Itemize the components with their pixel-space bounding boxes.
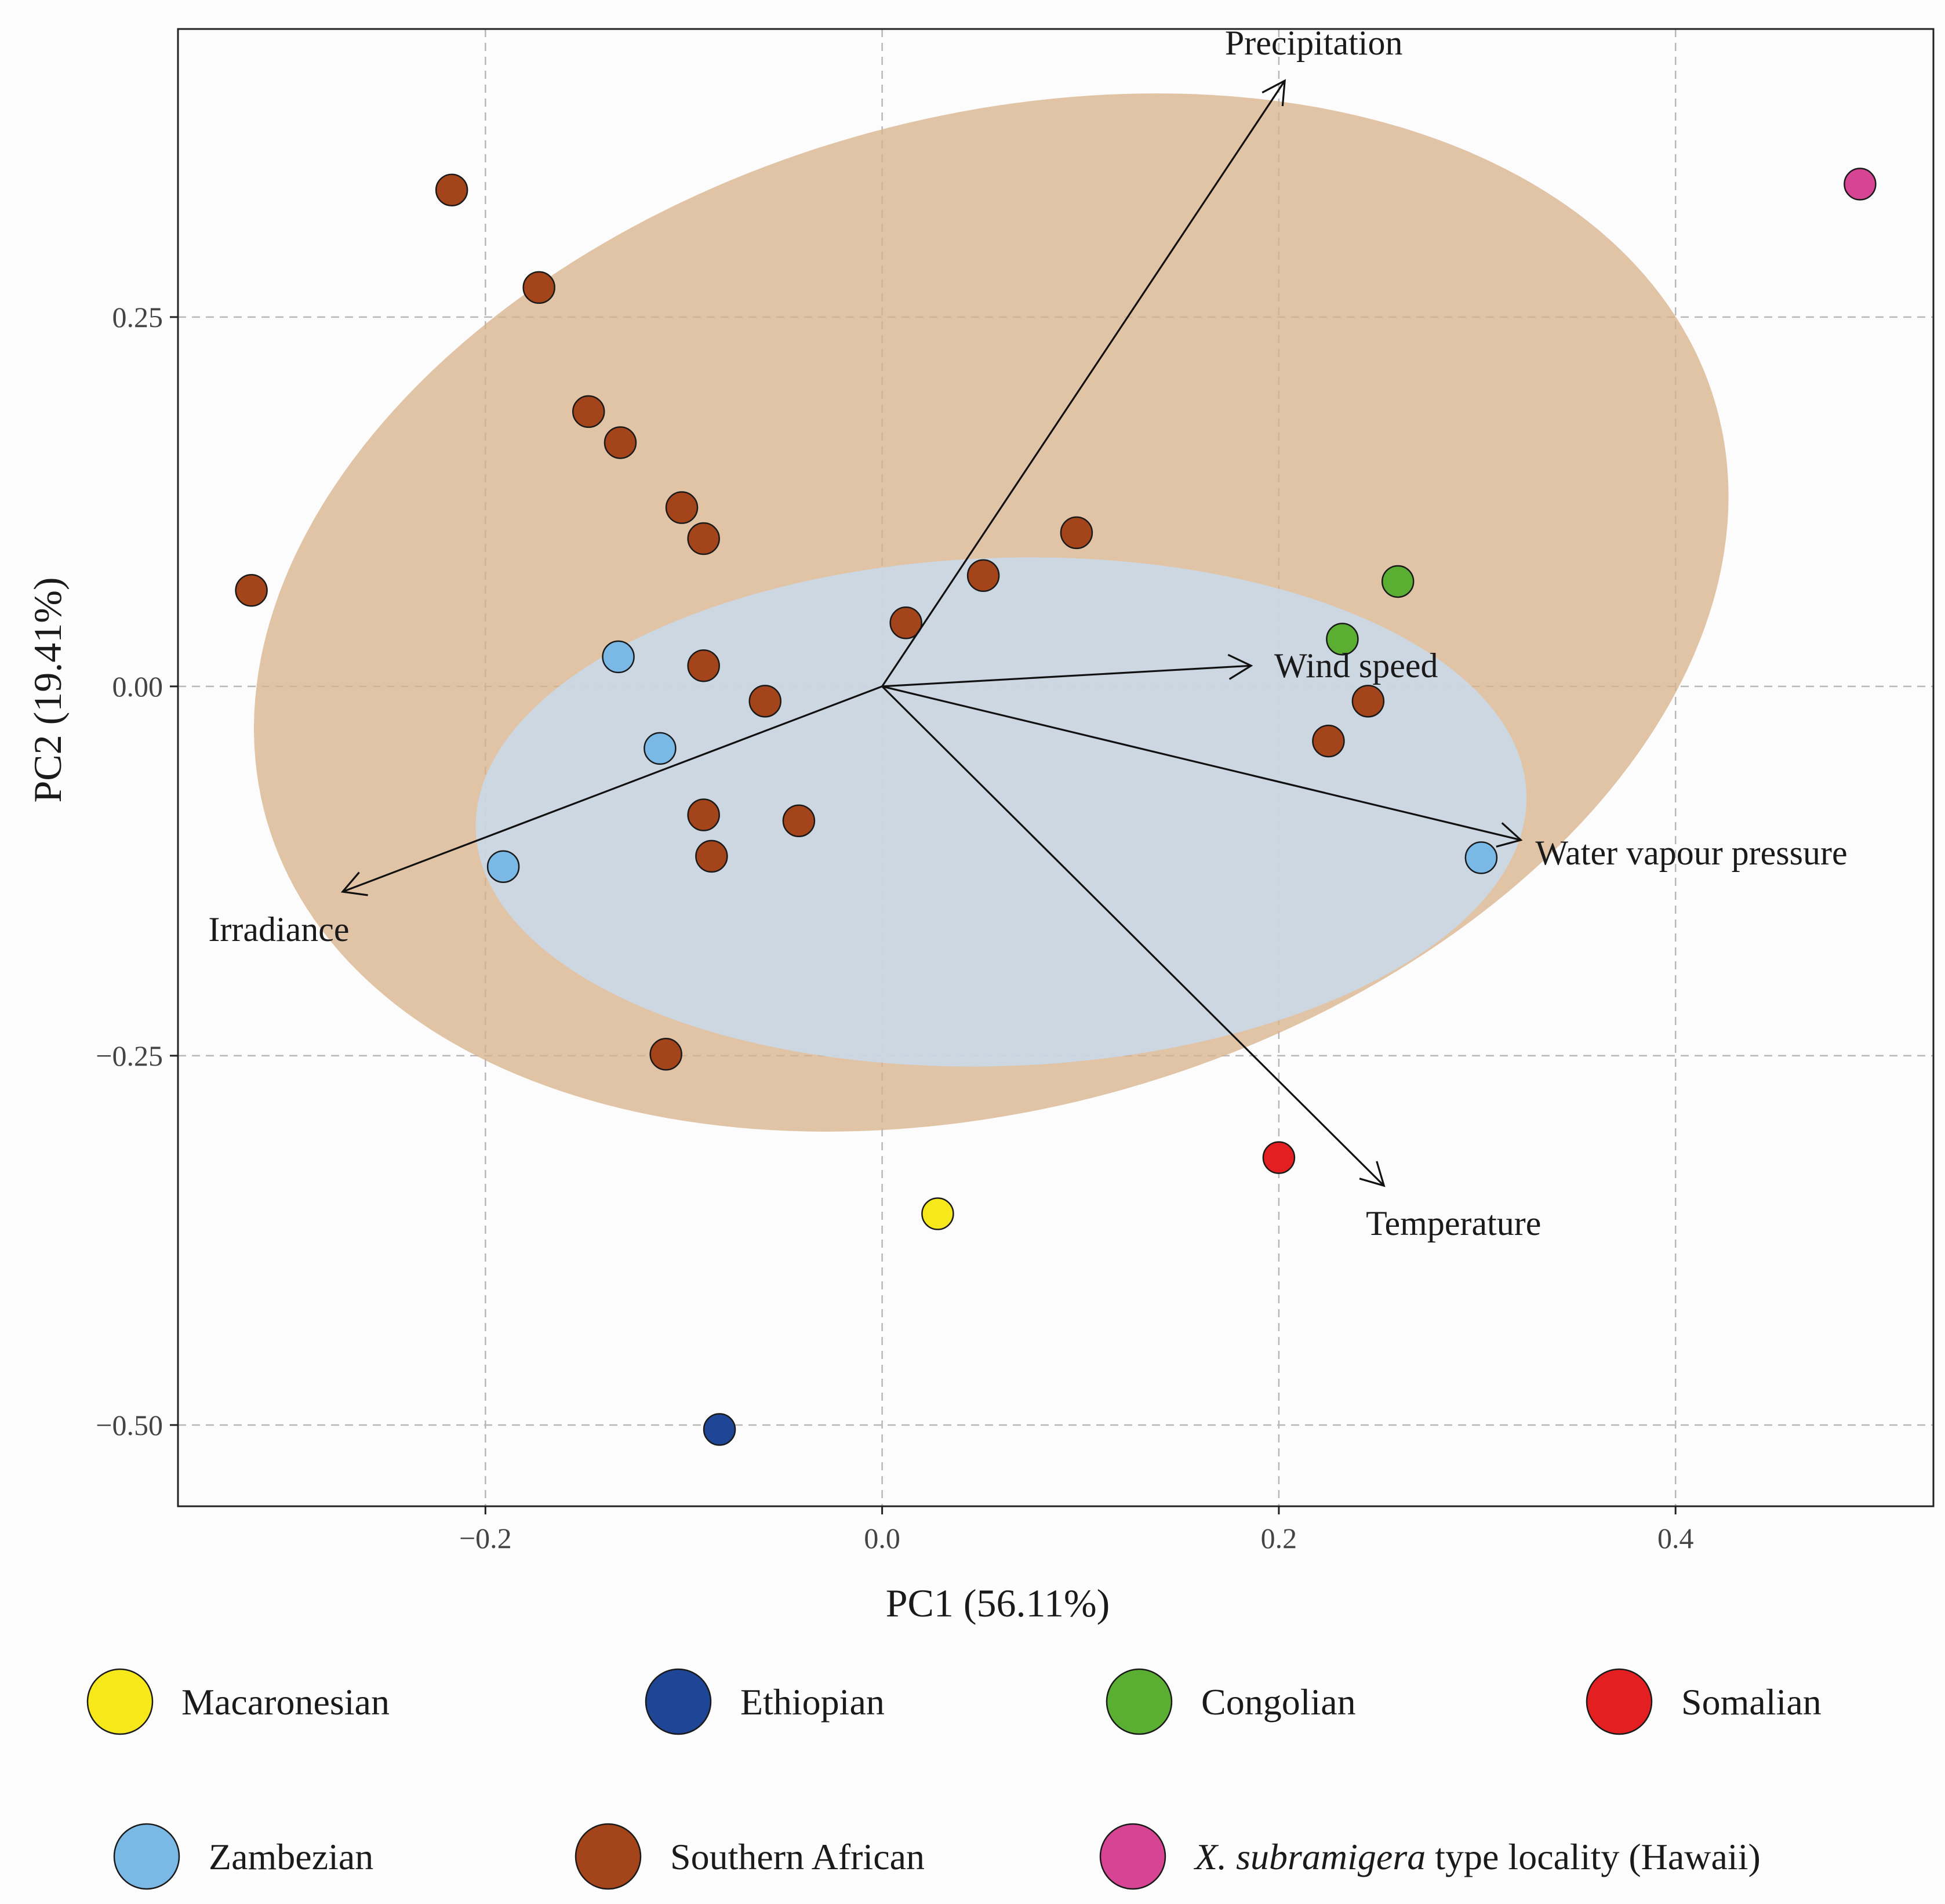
- x-tick-label: 0.4: [1657, 1522, 1694, 1554]
- point-southern-african: [695, 840, 728, 873]
- vector-precipitation-label: Precipitation: [1225, 24, 1403, 62]
- point-southern-african: [782, 804, 816, 837]
- point-southern-african: [748, 685, 782, 718]
- axis-ticks: −0.2 0.0 0.2 0.4 −0.50 −0.25 0.00 0.25: [96, 301, 1693, 1554]
- legend-item-somalian: Somalian: [1586, 1668, 1822, 1735]
- legend-item-x-subramigera-type-locality-hawaii-key: [1099, 1823, 1166, 1890]
- y-axis-title: PC2 (19.41%): [26, 577, 70, 802]
- loading-vectors: Precipitation Wind speed Water vapour pres…: [208, 24, 1847, 1242]
- group-ellipses: [254, 93, 1729, 1132]
- point-southern-african: [522, 271, 555, 304]
- y-tick-label: 0.00: [112, 670, 163, 703]
- legend-item-congolian-key: [1106, 1668, 1173, 1735]
- x-tick-label: 0.0: [864, 1522, 900, 1554]
- point-x-subramigera-type-locality-hawaii: [1844, 168, 1877, 201]
- legend-item-ethiopian-label: Ethiopian: [740, 1681, 885, 1723]
- vector-temperature-arrowhead: [1359, 1161, 1386, 1187]
- vector-temperature-line: [881, 685, 1385, 1187]
- point-southern-african: [889, 606, 922, 639]
- vector-wind-speed-arrowhead: [1227, 653, 1253, 680]
- vector-water-vapour-pressure-label: Water vapour pressure: [1535, 834, 1847, 872]
- vector-precipitation-arrowhead: [1261, 79, 1286, 107]
- vector-irradiance-line: [342, 685, 883, 893]
- plot-panel-border: [177, 28, 1935, 1507]
- legend-item-southern-african-key: [575, 1823, 642, 1890]
- legend-item-macaronesian: Macaronesian: [86, 1668, 390, 1735]
- y-tick-label: −0.25: [96, 1040, 163, 1072]
- point-southern-african: [572, 395, 605, 428]
- point-somalian: [1262, 1141, 1296, 1174]
- point-southern-african: [665, 491, 699, 524]
- point-macaronesian: [921, 1197, 954, 1230]
- legend-item-southern-african-label: Southern African: [670, 1836, 925, 1877]
- x-tick-label: −0.2: [459, 1522, 512, 1554]
- point-congolian: [1326, 623, 1359, 656]
- point-ethiopian: [703, 1413, 736, 1446]
- point-congolian: [1381, 565, 1415, 598]
- vector-water-vapour-pressure-arrowhead: [1496, 822, 1523, 848]
- vector-water-vapour-pressure-line: [882, 685, 1521, 841]
- ellipse-zambezian: [475, 557, 1527, 1067]
- legend-item-zambezian-key: [113, 1823, 180, 1890]
- y-tick-label: −0.50: [96, 1409, 163, 1441]
- y-tick-label: 0.25: [112, 301, 163, 333]
- legend-item-ethiopian: Ethiopian: [645, 1668, 885, 1735]
- legend-item-x-subramigera-type-locality-hawaii: X. subramigera type locality (Hawaii): [1099, 1823, 1761, 1890]
- vector-wind-speed-line: [882, 664, 1252, 688]
- legend-item-somalian-label: Somalian: [1681, 1681, 1822, 1723]
- legend: Macaronesian Ethiopian Congolian Somalian Za…: [86, 1668, 1822, 1890]
- vector-irradiance-label: Irradiance: [208, 910, 349, 949]
- legend-item-x-subramigera-type-locality-hawaii-label: X. subramigera type locality (Hawaii): [1193, 1836, 1761, 1877]
- point-southern-african: [649, 1038, 682, 1071]
- point-southern-african: [235, 573, 268, 607]
- x-axis-title: PC1 (56.11%): [886, 1581, 1110, 1625]
- point-southern-african: [687, 522, 720, 555]
- point-southern-african: [435, 173, 468, 206]
- point-zambezian: [486, 850, 520, 883]
- legend-item-zambezian: Zambezian: [113, 1823, 373, 1890]
- vector-temperature-label: Temperature: [1366, 1204, 1541, 1242]
- scatter-points: [235, 168, 1877, 1446]
- legend-item-macaronesian-key: [86, 1668, 154, 1735]
- legend-item-zambezian-label: Zambezian: [209, 1836, 373, 1877]
- point-southern-african: [966, 559, 1000, 593]
- point-southern-african: [687, 649, 720, 682]
- legend-item-somalian-key: [1586, 1668, 1653, 1735]
- point-zambezian: [602, 640, 635, 674]
- legend-item-congolian-label: Congolian: [1201, 1681, 1356, 1723]
- point-southern-african: [1351, 685, 1385, 718]
- x-tick-label: 0.2: [1261, 1522, 1297, 1554]
- point-southern-african: [1060, 516, 1093, 550]
- legend-item-ethiopian-key: [645, 1668, 712, 1735]
- point-southern-african: [687, 798, 720, 831]
- legend-item-southern-african: Southern African: [575, 1823, 925, 1890]
- vector-irradiance-arrowhead: [340, 871, 368, 896]
- legend-item-macaronesian-label: Macaronesian: [181, 1681, 390, 1723]
- point-zambezian: [1464, 841, 1498, 874]
- legend-item-congolian: Congolian: [1106, 1668, 1356, 1735]
- legend-label-italic-part: X. subramigera: [1193, 1836, 1426, 1877]
- vector-precipitation-line: [881, 80, 1286, 687]
- vector-wind-speed-label: Wind speed: [1274, 646, 1438, 685]
- legend-label-rest-part: type locality (Hawaii): [1426, 1836, 1761, 1877]
- point-southern-african: [1312, 724, 1345, 758]
- point-southern-african: [604, 426, 637, 459]
- point-zambezian: [644, 732, 677, 765]
